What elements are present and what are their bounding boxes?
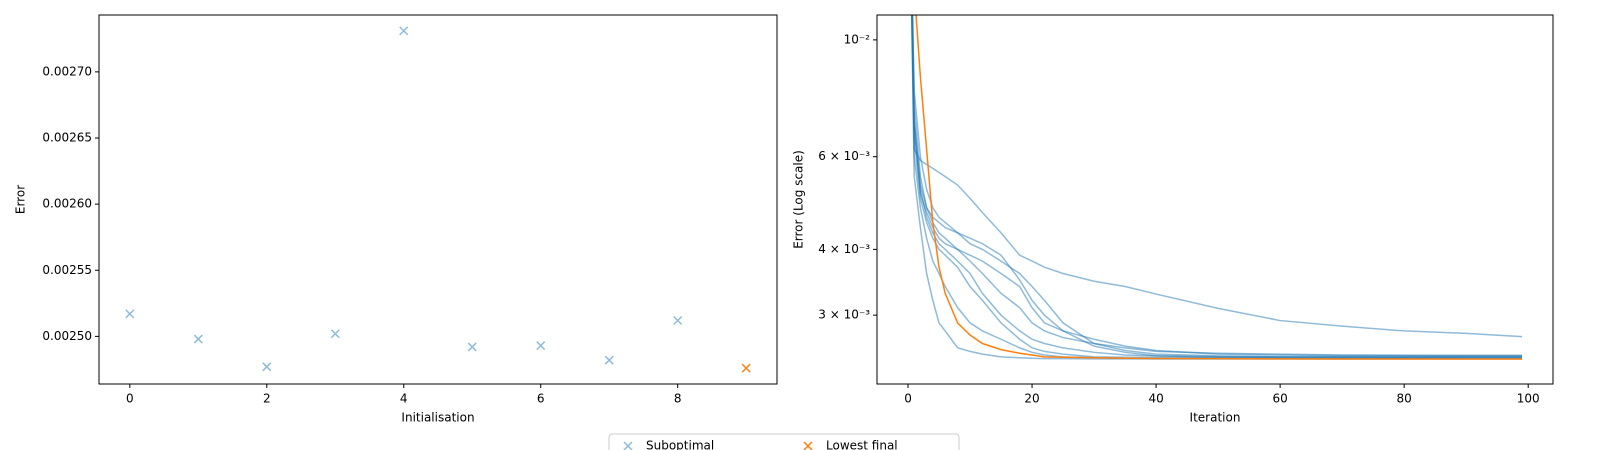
line — [911, 15, 1522, 360]
line — [911, 15, 1523, 338]
marker — [467, 342, 477, 352]
marker — [330, 329, 340, 339]
x-tick-label: 4 — [400, 392, 408, 406]
x-tick-label: 2 — [263, 392, 271, 406]
marker — [604, 355, 614, 365]
x-axis-label: Initialisation — [401, 411, 474, 425]
plot-area — [125, 26, 751, 373]
line — [911, 15, 1522, 359]
line — [910, 15, 1522, 360]
x-axis-label: Iteration — [1190, 411, 1241, 425]
y-tick-label: 0.00250 — [42, 329, 92, 343]
marker — [673, 315, 683, 326]
x-tick-label: 20 — [1024, 392, 1039, 406]
x-tick-label: 100 — [1517, 392, 1540, 406]
line — [911, 15, 1522, 357]
marker — [193, 334, 203, 344]
marker — [623, 441, 633, 450]
x-tick-label: 60 — [1272, 392, 1287, 406]
line — [911, 15, 1522, 358]
y-tick-label: 4 × 10⁻³ — [818, 242, 870, 256]
line — [911, 15, 1522, 359]
legend-box — [608, 433, 960, 450]
x-tick-label: 8 — [674, 392, 682, 406]
x-tick-label: 0 — [126, 392, 134, 406]
y-tick-label: 0.00255 — [42, 263, 92, 277]
x-tick-label: 40 — [1148, 392, 1163, 406]
y-tick-label: 0.00265 — [42, 131, 92, 145]
y-tick-label: 0.00270 — [42, 64, 92, 78]
marker — [536, 341, 546, 351]
line — [911, 15, 1522, 357]
y-axis-label: Error — [14, 185, 28, 214]
marker — [262, 362, 272, 372]
line — [911, 15, 1522, 358]
x-tick-label: 80 — [1397, 392, 1412, 406]
x-tick-label: 0 — [904, 392, 912, 406]
y-axis-label: Error (Log scale) — [792, 150, 806, 249]
marker — [803, 441, 813, 450]
line — [915, 15, 1522, 360]
axes-frame — [98, 14, 778, 385]
y-tick-label: 10⁻² — [844, 32, 871, 46]
plot-area — [910, 15, 1523, 360]
legend-label: Suboptimal — [646, 439, 714, 450]
marker — [399, 26, 409, 36]
y-tick-label: 3 × 10⁻³ — [818, 308, 870, 322]
marker — [125, 309, 135, 319]
marker — [741, 363, 751, 373]
legend-label: Lowest final — [826, 439, 898, 450]
y-tick-label: 0.00260 — [42, 197, 92, 211]
y-tick-label: 6 × 10⁻³ — [818, 149, 870, 163]
axes-frame — [876, 14, 1554, 385]
x-tick-label: 6 — [537, 392, 545, 406]
legend: Suboptimal Lowest final — [608, 433, 960, 450]
